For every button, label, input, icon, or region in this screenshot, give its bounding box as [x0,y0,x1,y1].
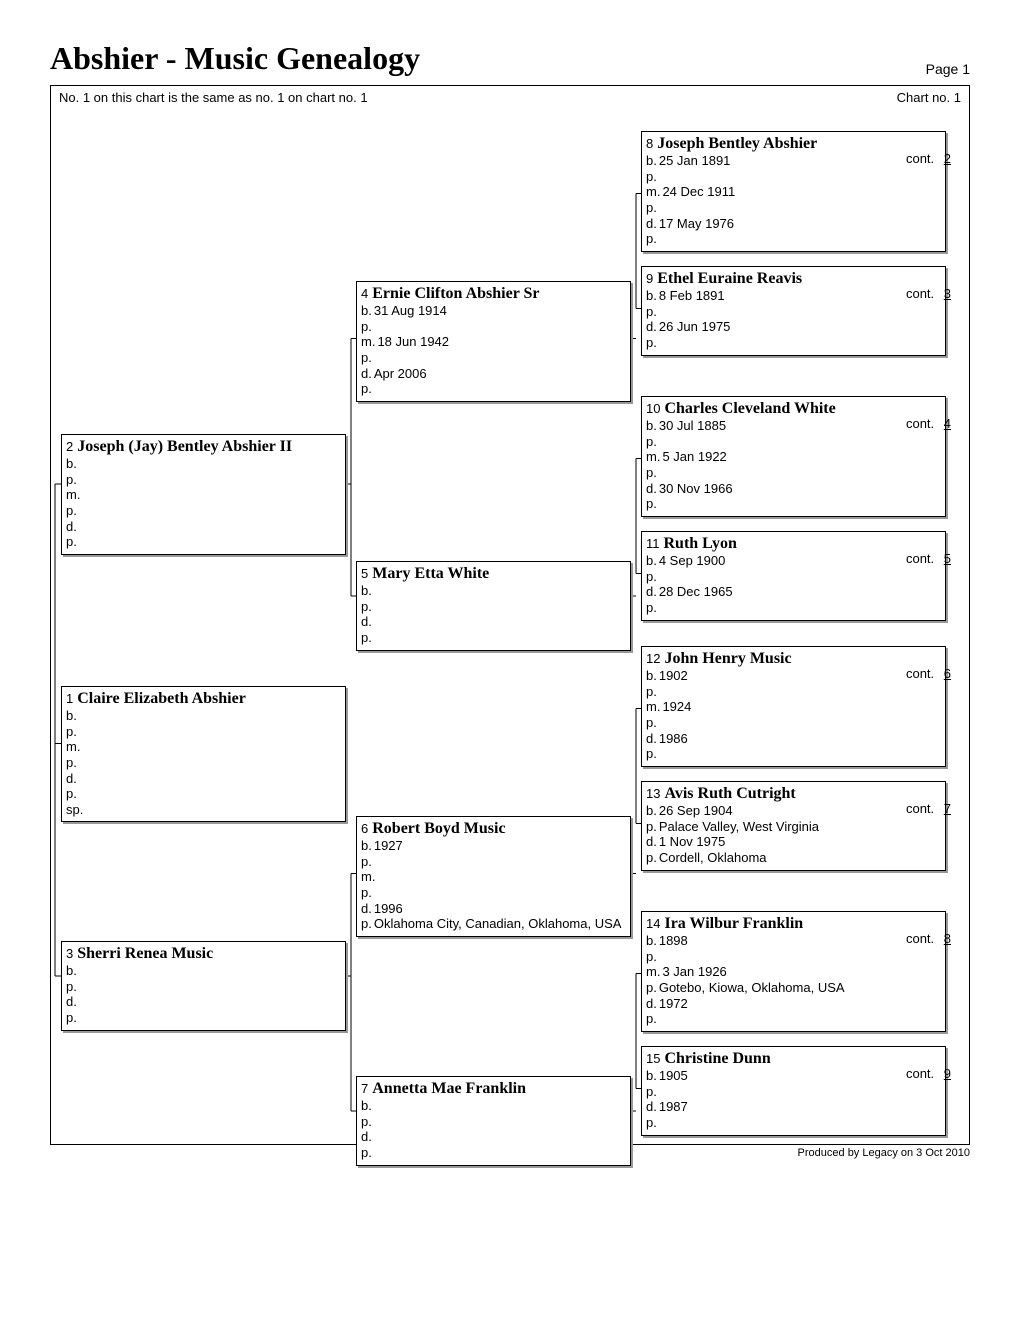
person-9: 9Ethel Euraine Reavisb. 8 Feb 1891p. d. … [641,266,946,356]
cont-ref-12: cont. 6 [906,666,957,681]
person-name: Annetta Mae Franklin [372,1079,526,1098]
person-name: Christine Dunn [664,1049,770,1068]
person-name: John Henry Music [664,649,791,668]
person-11: 11Ruth Lyonb. 4 Sep 1900p. d. 28 Dec 196… [641,531,946,621]
person-name: Ira Wilbur Franklin [664,914,803,933]
person-8: 8Joseph Bentley Abshierb. 25 Jan 1891p. … [641,131,946,252]
person-5: 5Mary Etta Whiteb. p. d. p. [356,561,631,651]
cont-ref-10: cont. 4 [906,416,957,431]
person-name: Joseph Bentley Abshier [657,134,817,153]
person-name: Mary Etta White [372,564,489,583]
cont-ref-14: cont. 8 [906,931,957,946]
person-name: Avis Ruth Cutright [664,784,795,803]
person-name: Charles Cleveland White [664,399,835,418]
page-title: Abshier - Music Genealogy [50,40,420,77]
person-12: 12John Henry Musicb. 1902p. m. 1924p. d.… [641,646,946,767]
person-3: 3Sherri Renea Musicb. p. d. p. [61,941,346,1031]
chart-note: No. 1 on this chart is the same as no. 1… [59,90,368,105]
chart-number: Chart no. 1 [897,90,961,105]
person-name: Ernie Clifton Abshier Sr [372,284,539,303]
person-name: Claire Elizabeth Abshier [77,689,246,708]
person-1: 1Claire Elizabeth Abshierb. p. m. p. d. … [61,686,346,822]
person-name: Ethel Euraine Reavis [657,269,802,288]
person-13: 13Avis Ruth Cutrightb. 26 Sep 1904p. Pal… [641,781,946,871]
cont-ref-13: cont. 7 [906,801,957,816]
person-7: 7Annetta Mae Franklinb. p. d. p. [356,1076,631,1166]
cont-ref-11: cont. 5 [906,551,957,566]
person-name: Sherri Renea Music [77,944,213,963]
person-name: Joseph (Jay) Bentley Abshier II [77,437,292,456]
person-15: 15Christine Dunnb. 1905p. d. 1987p. [641,1046,946,1136]
person-10: 10Charles Cleveland Whiteb. 30 Jul 1885p… [641,396,946,517]
person-name: Ruth Lyon [664,534,737,553]
chart-topbar: No. 1 on this chart is the same as no. 1… [51,86,969,109]
page-number: Page 1 [926,61,970,77]
cont-ref-15: cont. 9 [906,1066,957,1081]
page-header: Abshier - Music Genealogy Page 1 [50,40,970,77]
person-6: 6Robert Boyd Musicb. 1927p. m. p. d. 199… [356,816,631,937]
cont-ref-8: cont. 2 [906,151,957,166]
cont-ref-9: cont. 3 [906,286,957,301]
person-2: 2Joseph (Jay) Bentley Abshier IIb. p. m.… [61,434,346,555]
person-14: 14Ira Wilbur Franklinb. 1898p. m. 3 Jan … [641,911,946,1032]
person-name: Robert Boyd Music [372,819,505,838]
pedigree-chart: No. 1 on this chart is the same as no. 1… [50,85,970,1145]
person-4: 4Ernie Clifton Abshier Srb. 31 Aug 1914p… [356,281,631,402]
